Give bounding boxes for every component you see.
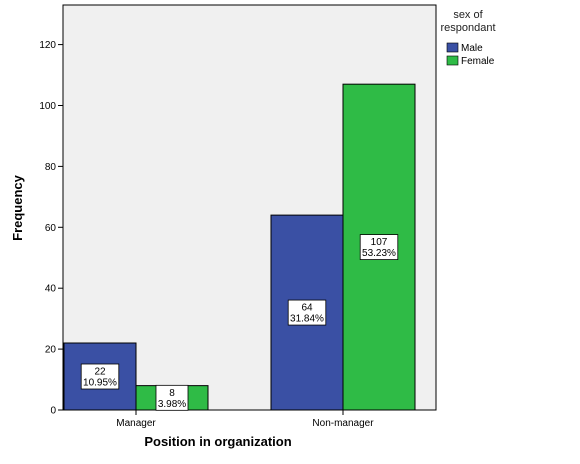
legend-title-line-2: respondant <box>440 22 495 34</box>
y-tick-label: 20 <box>45 345 57 356</box>
legend-label-female: Female <box>461 56 495 67</box>
legend-swatch-female <box>446 55 459 66</box>
data-label: 83.98% <box>155 384 189 411</box>
data-label-count: 8 <box>169 388 175 399</box>
data-label-percent: 31.84% <box>290 314 324 325</box>
x-tick-label: Manager <box>116 418 156 429</box>
data-label-count: 107 <box>371 237 388 248</box>
data-label-percent: 10.95% <box>83 378 117 389</box>
data-label-count: 22 <box>94 367 106 378</box>
x-axis-title: Position in organization <box>144 434 291 449</box>
legend-label-male: Male <box>461 43 483 54</box>
x-tick-label: Non-manager <box>312 418 374 429</box>
y-tick-label: 60 <box>45 223 57 234</box>
data-label-box <box>155 384 189 411</box>
y-tick-label: 40 <box>45 284 57 295</box>
y-tick-label: 100 <box>39 101 56 112</box>
x-axis: Manager Non-manager <box>116 410 374 429</box>
y-axis-title: Frequency <box>10 174 25 241</box>
data-label-count: 64 <box>301 303 313 314</box>
legend: sex of respondant Male Female <box>440 9 495 67</box>
data-label-box <box>287 299 327 326</box>
data-label-percent: 53.23% <box>362 248 396 259</box>
y-tick-label: 120 <box>39 40 56 51</box>
legend-title-line-1: sex of <box>453 9 483 21</box>
data-label-percent: 3.98% <box>158 399 186 410</box>
y-tick-label: 0 <box>50 406 56 417</box>
y-tick-label: 80 <box>45 162 57 173</box>
data-label-box <box>359 234 399 260</box>
legend-swatch-male <box>446 42 459 53</box>
data-label-box <box>80 363 120 390</box>
y-axis: 0 20 40 60 80 100 120 <box>39 5 64 417</box>
